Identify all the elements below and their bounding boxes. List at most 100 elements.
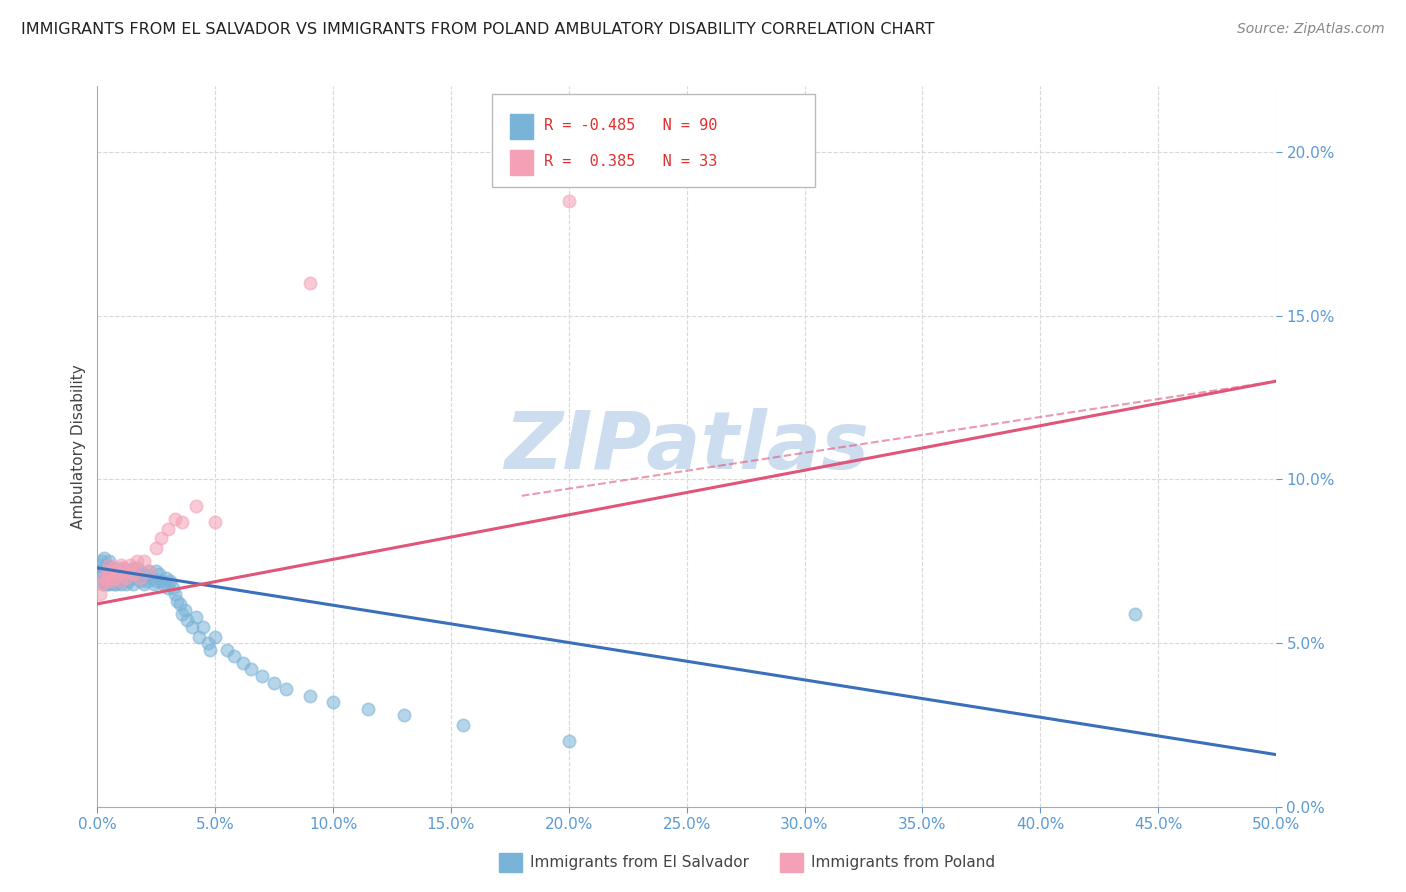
Point [93,577,115,591]
Point [121,561,143,575]
Point [187,630,209,644]
Text: Source: ZipAtlas.com: Source: ZipAtlas.com [1237,22,1385,37]
Point [172,515,194,529]
Point [121,577,143,591]
Point [138,564,160,578]
Point [204,515,226,529]
Point [128,564,150,578]
Point [145,541,167,556]
Point [239,662,262,676]
Point [89,567,111,582]
Point [298,689,321,703]
Point [165,512,187,526]
Point [98,577,121,591]
Point [96,571,118,585]
Point [93,571,115,585]
Point [150,532,173,546]
Point [91,564,114,578]
Point [105,561,128,575]
Point [98,554,121,568]
Point [186,499,208,513]
Point [152,577,174,591]
Point [322,695,344,709]
Point [93,551,115,566]
Point [121,567,143,582]
Point [93,561,115,575]
Point [558,194,581,208]
Point [112,561,135,575]
Text: ZIPatlas: ZIPatlas [505,408,869,485]
Point [91,577,114,591]
Point [91,554,114,568]
Point [103,577,125,591]
Point [124,567,146,582]
Point [215,642,238,657]
Point [110,571,132,585]
Point [274,681,297,696]
Point [176,613,198,627]
Point [204,630,226,644]
Point [128,574,150,588]
Point [105,564,128,578]
Point [96,577,118,591]
Point [107,567,129,582]
Point [100,574,122,588]
Point [103,561,125,575]
Text: Immigrants from El Salvador: Immigrants from El Salvador [530,855,749,870]
Point [103,564,125,578]
Point [100,567,122,582]
Point [89,558,111,572]
Text: R = -0.485   N = 90: R = -0.485 N = 90 [544,119,717,134]
Point [134,577,156,591]
Point [222,649,245,664]
Point [186,610,208,624]
Point [110,558,132,572]
Point [166,593,188,607]
Point [150,574,173,588]
Point [1123,607,1146,621]
Point [155,571,177,585]
Point [127,554,149,568]
Point [103,571,125,585]
Point [142,577,165,591]
Point [112,567,135,582]
Point [127,561,149,575]
Point [148,567,170,582]
Point [105,571,128,585]
Point [117,564,139,578]
Point [98,567,121,582]
Point [110,574,132,588]
Point [197,636,219,650]
Point [138,564,160,578]
Point [165,587,187,601]
Point [114,571,136,585]
Point [157,581,180,595]
Point [451,718,474,732]
Point [128,571,150,585]
Point [141,571,163,585]
Point [114,571,136,585]
Point [134,567,156,582]
Point [120,558,142,572]
Point [98,564,121,578]
Point [193,620,215,634]
Point [114,577,136,591]
Point [96,574,118,588]
Point [263,675,285,690]
Text: R =  0.385   N = 33: R = 0.385 N = 33 [544,154,717,169]
Point [392,708,415,723]
Point [100,574,122,588]
Point [200,642,222,657]
Point [107,567,129,582]
Point [91,574,114,588]
Point [110,577,132,591]
Point [172,607,194,621]
Point [96,564,118,578]
Point [107,574,129,588]
Y-axis label: Ambulatory Disability: Ambulatory Disability [72,364,86,529]
Point [134,554,156,568]
Point [98,558,121,572]
Point [100,561,122,575]
Point [98,571,121,585]
Point [96,558,118,572]
